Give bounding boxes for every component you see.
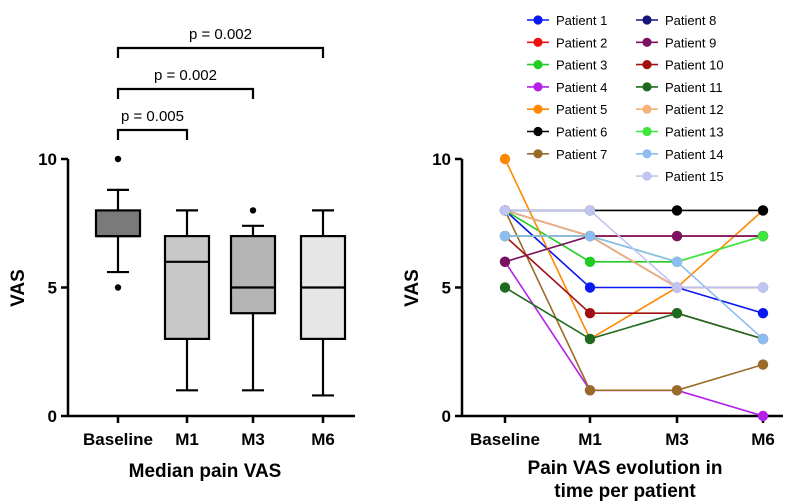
x-tick-label: Baseline <box>470 430 540 449</box>
series-point <box>757 359 769 370</box>
series-point <box>584 385 596 396</box>
series-point <box>584 205 596 216</box>
x-tick-label: M3 <box>665 430 689 449</box>
x-tick-label: M3 <box>241 430 265 449</box>
legend-label: Patient 3 <box>556 58 607 73</box>
legend-label: Patient 2 <box>556 35 607 50</box>
legend-marker <box>533 60 543 70</box>
legend-marker <box>642 104 652 114</box>
series-point <box>671 308 683 319</box>
legend-label: Patient 1 <box>556 13 607 28</box>
y-tick-label: 5 <box>442 279 451 298</box>
legend-label: Patient 8 <box>665 13 716 28</box>
series-point <box>584 256 596 267</box>
legend-marker <box>642 37 652 47</box>
legend-marker <box>533 149 543 159</box>
series-point <box>499 230 511 242</box>
significance-bracket <box>116 128 189 140</box>
legend-label: Patient 14 <box>665 147 724 162</box>
x-axis-label: Median pain VAS <box>129 461 282 482</box>
x-tick-label: M6 <box>751 430 775 449</box>
legend-label: Patient 13 <box>665 125 724 140</box>
series-point <box>499 205 511 216</box>
series-point <box>757 205 769 216</box>
box <box>163 235 211 341</box>
series-point <box>671 205 683 216</box>
box <box>94 209 142 238</box>
y-axis-label: VAS <box>8 269 29 307</box>
legend-label: Patient 15 <box>665 169 724 184</box>
legend-marker <box>642 60 652 70</box>
y-tick-label: 0 <box>48 407 57 426</box>
x-axis-label: Pain VAS evolution in <box>528 458 723 479</box>
legend-marker <box>533 37 543 47</box>
series-point <box>757 230 769 242</box>
x-tick-label: M1 <box>175 430 199 449</box>
legend-marker <box>642 15 652 25</box>
legend-marker <box>642 126 652 137</box>
p-value-label: p = 0.005 <box>121 108 184 125</box>
legend-marker <box>533 82 543 92</box>
legend-marker <box>533 104 543 114</box>
legend-marker <box>533 126 543 137</box>
p-value-label: p = 0.002 <box>189 26 252 43</box>
legend-label: Patient 9 <box>665 35 716 50</box>
series-point <box>584 308 596 319</box>
series-point <box>584 333 596 345</box>
legend-marker <box>533 15 543 25</box>
series-point <box>671 282 683 293</box>
series-point <box>757 333 769 345</box>
series-point <box>757 410 769 422</box>
series-point <box>671 385 683 396</box>
x-tick-label: M1 <box>578 430 602 449</box>
x-axis-label: time per patient <box>554 481 696 502</box>
significance-bracket <box>116 87 255 99</box>
series-line <box>504 261 764 417</box>
outlier-point <box>249 207 257 214</box>
legend-label: Patient 5 <box>556 102 607 117</box>
legend-label: Patient 10 <box>665 58 724 73</box>
box-plot-panel: 0 5 10 VAS Baseline M1 M3 M6 Median pain VAS p = … <box>8 26 355 482</box>
legend-label: Patient 4 <box>556 80 607 95</box>
legend-label: Patient 7 <box>556 147 607 162</box>
series-point <box>584 282 596 293</box>
y-tick-label: 10 <box>38 150 57 169</box>
series-point <box>671 230 683 242</box>
y-axis-label: VAS <box>402 269 423 307</box>
p-value-label: p = 0.002 <box>154 67 217 84</box>
legend-label: Patient 6 <box>556 125 607 140</box>
y-tick-label: 0 <box>442 407 451 426</box>
series-point <box>499 256 511 267</box>
series-line <box>505 209 763 289</box>
series-point <box>499 153 511 165</box>
x-tick-label: M6 <box>311 430 335 449</box>
y-tick-label: 10 <box>432 150 451 169</box>
series-point <box>757 282 769 293</box>
box <box>229 235 277 315</box>
series-point <box>671 256 683 267</box>
legend-marker <box>642 149 652 159</box>
outlier-point <box>114 155 122 163</box>
line-plot-panel: 0 5 10 VAS Baseline M1 M3 M6 Pain VAS evolution … <box>402 13 783 502</box>
x-tick-label: Baseline <box>83 430 153 449</box>
series-point <box>584 230 596 242</box>
legend-marker <box>642 171 652 181</box>
series-line <box>504 286 764 340</box>
legend-label: Patient 11 <box>665 80 723 95</box>
series-point <box>499 282 511 293</box>
outlier-point <box>114 284 122 291</box>
legend-marker <box>642 82 652 92</box>
series-point <box>757 308 769 319</box>
series-line <box>504 210 764 392</box>
significance-bracket <box>116 46 325 58</box>
y-tick-label: 5 <box>48 279 57 298</box>
series-line <box>504 235 763 263</box>
legend-label: Patient 12 <box>665 102 724 117</box>
